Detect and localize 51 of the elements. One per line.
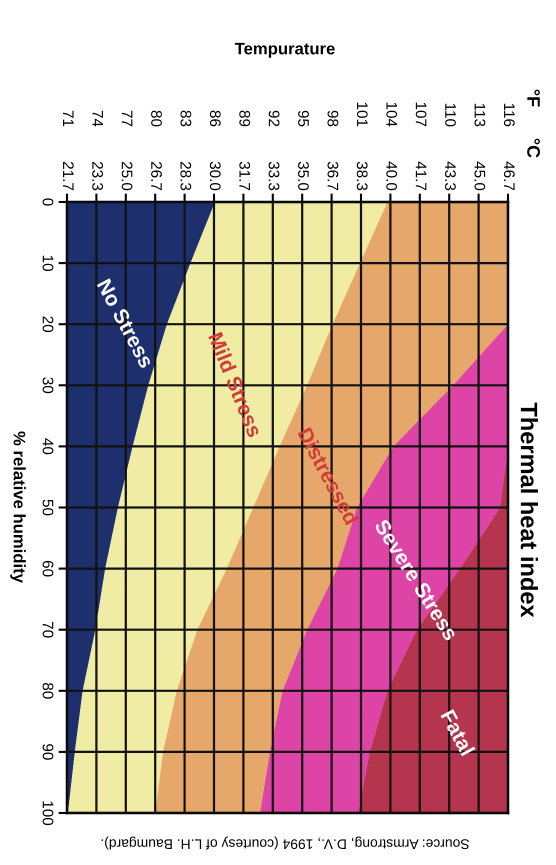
y-tick-label: 90 [42, 744, 54, 760]
y-axis-title: % relative humidity [10, 431, 26, 583]
x-tick-label: 98 [328, 110, 338, 126]
x2-tick-label: 46.7 [504, 162, 515, 190]
y-tick-label: 40 [42, 438, 54, 454]
x2-tick-label: 36.7 [328, 162, 338, 190]
x2-tick-label: 21.7 [63, 162, 74, 190]
y-tick-label: 10 [42, 256, 54, 271]
y-tick-label: 20 [42, 316, 54, 332]
x2-tick-label: 28.3 [180, 162, 192, 190]
x-tick-label: 116 [504, 104, 515, 126]
x-tick-label: 80 [151, 110, 162, 126]
x-tick-label: 71 [63, 110, 74, 126]
x2-tick-label: 26.7 [151, 162, 162, 190]
x-tick-label: 92 [268, 110, 280, 126]
x2-tick-label: 30.0 [210, 162, 221, 190]
x2-tick-label: 33.3 [268, 162, 280, 190]
x2-tick-label: 35.0 [298, 162, 309, 190]
x-tick-label: 89 [239, 110, 250, 126]
y-tick-label: 0 [42, 198, 54, 206]
x2-tick-label: 40.0 [386, 162, 398, 190]
x2-tick-label: 31.7 [239, 162, 250, 190]
text: Thermal heat index [520, 402, 538, 618]
x-tick-label: 86 [210, 110, 221, 126]
text: °F [527, 90, 540, 106]
y-tick-label: 50 [42, 500, 54, 516]
text: °C [527, 138, 540, 158]
series-label: Fatal [440, 708, 476, 756]
series-label: Mild Stress [208, 331, 264, 438]
x2-tick-label: 45.0 [474, 162, 486, 190]
x2-tick-label: 43.3 [444, 162, 456, 190]
x-tick-label: 101 [356, 102, 368, 126]
y-tick-label: 70 [42, 622, 54, 638]
x-tick-label: 110 [445, 104, 456, 126]
x2-tick-label: 25.0 [122, 162, 132, 190]
y-tick-label: 80 [42, 682, 54, 699]
x-axis-title: Tempurature [234, 42, 335, 58]
x2-tick-label: 38.3 [356, 162, 368, 190]
x2-tick-label: 23.3 [92, 162, 103, 190]
y-tick-label: 30 [42, 377, 54, 394]
x-tick-label: 83 [180, 110, 192, 126]
x-tick-label: 113 [474, 104, 486, 126]
x-tick-label: 104 [386, 102, 398, 127]
y-tick-label: 100 [42, 801, 54, 826]
x-tick-label: 95 [298, 110, 309, 126]
source-note: Source: Armstrong, D.V., 1994 (courtesy of L.H. Baumgard). [102, 836, 469, 850]
x-tick-label: 107 [416, 102, 427, 126]
x-tick-label: 74 [92, 110, 103, 127]
x2-tick-label: 41.7 [416, 162, 426, 190]
y-tick-label: 60 [42, 560, 54, 576]
x-tick-label: 77 [122, 110, 132, 126]
